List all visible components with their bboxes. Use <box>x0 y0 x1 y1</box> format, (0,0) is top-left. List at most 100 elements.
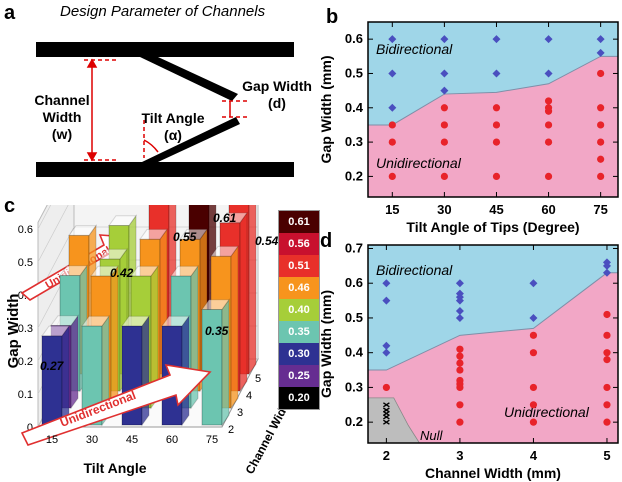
tilt-angle-label-1: Tilt Angle <box>141 110 205 126</box>
data-point-diamond <box>388 35 397 44</box>
bar-top <box>210 245 239 257</box>
data-point-diamond <box>440 35 449 44</box>
z-tick-label: 4 <box>246 390 252 402</box>
data-point-circle <box>603 418 611 426</box>
data-point-diamond <box>382 341 391 350</box>
y-axis-title: Gap Width <box>5 294 22 369</box>
upper-tip <box>140 57 238 101</box>
data-point-x <box>382 419 390 425</box>
data-point-circle <box>492 172 501 181</box>
bar-front <box>41 335 63 426</box>
panel-label-c: c <box>4 195 16 217</box>
region-label-unidirectional: Unidirectional <box>376 155 462 171</box>
x-axis-title: Tilt Angle of Tips (Degree) <box>406 219 579 235</box>
bar-side <box>110 264 119 410</box>
data-point-circle <box>388 138 396 146</box>
data-point-circle <box>456 383 464 392</box>
gap-width-label-2: (d) <box>268 95 286 111</box>
y-tick-label: 0.1 <box>18 389 33 401</box>
z-tick-label: 5 <box>255 373 261 385</box>
legend-entry: 0.25 <box>279 365 319 387</box>
bar-side <box>221 298 230 427</box>
region-label-bidirectional: Bidirectional <box>376 262 453 278</box>
data-point-circle <box>603 401 611 409</box>
data-point-diamond <box>440 69 449 78</box>
data-point-circle <box>597 69 605 78</box>
lower-tip <box>142 117 240 162</box>
y-tick-label: 0.4 <box>345 345 364 360</box>
bar-top <box>161 315 190 327</box>
data-point-circle <box>544 172 553 181</box>
data-point-diamond <box>388 69 397 78</box>
channel-width-label-3: (w) <box>51 126 73 142</box>
chart-b: Bidirectional Unidirectional 15 30 45 60 75 0.2… <box>318 21 619 235</box>
y-axis-title: Gap Width (mm) <box>318 56 334 164</box>
data-point-circle <box>597 121 605 129</box>
bar-side <box>239 211 248 393</box>
arrow-front <box>20 363 212 446</box>
x-tick-label: 5 <box>603 448 610 463</box>
data-point-circle <box>544 138 553 146</box>
y-tick-label: 0.2 <box>18 356 33 368</box>
data-point-circle <box>440 138 448 146</box>
data-point-x <box>382 402 390 408</box>
channel-width-label-2: Width <box>42 109 82 125</box>
bar-side <box>230 244 239 410</box>
bar-top <box>108 215 137 226</box>
data-point-circle <box>388 121 396 129</box>
data-point-circle <box>603 331 611 339</box>
bar-side <box>248 205 257 376</box>
bar-side <box>61 324 70 427</box>
data-point-circle <box>440 172 448 181</box>
data-point-circle <box>597 172 605 181</box>
legend-entry: 0.61 <box>279 211 319 233</box>
data-point-diamond <box>529 313 538 322</box>
data-point-diamond <box>492 69 501 78</box>
value-label: 0.61 <box>213 211 237 225</box>
data-point-x <box>382 414 390 420</box>
data-point-diamond <box>388 103 397 112</box>
data-point-diamond <box>440 86 449 95</box>
y-tick-label: 0.3 <box>18 323 33 335</box>
data-point-diamond <box>596 48 605 57</box>
legend-entry: 0.56 <box>279 233 319 255</box>
region-unidirectional <box>368 56 618 198</box>
x-tick-label: 75 <box>593 202 607 217</box>
y-tick-label: 0.2 <box>345 168 363 183</box>
data-point-circle <box>544 97 553 105</box>
x-tick-label: 4 <box>530 448 538 463</box>
data-point-circle <box>456 418 464 426</box>
x-tick-label: 15 <box>46 434 58 446</box>
y-tick-label: 0.2 <box>345 414 363 429</box>
data-point-circle <box>529 383 538 392</box>
data-point-circle <box>456 401 464 409</box>
x-tick-label: 2 <box>383 448 390 463</box>
data-point-circle <box>456 366 464 374</box>
x-tick-label: 60 <box>166 434 178 446</box>
bar-top <box>139 228 168 240</box>
data-point-circle <box>388 172 396 181</box>
z-tick-label: 2 <box>228 424 234 436</box>
bar-side <box>141 314 150 427</box>
data-point-circle <box>440 104 448 112</box>
panel-a-title: Design Parameter of Channels <box>60 3 266 20</box>
data-point-circle <box>492 104 501 112</box>
data-point-circle <box>603 383 611 392</box>
data-point-diamond <box>596 35 605 44</box>
y-tick-label: 0.3 <box>345 134 363 149</box>
y-tick-label: 0.3 <box>345 379 363 394</box>
bottom-wall <box>36 162 294 177</box>
panel-label-b: b <box>326 6 339 28</box>
bar-top <box>121 315 150 327</box>
bar-top <box>170 265 199 277</box>
data-point-circle <box>544 107 553 115</box>
data-point-circle <box>529 331 538 339</box>
region-label-unidirectional: Unidirectional <box>504 404 590 420</box>
data-point-diamond <box>382 348 391 357</box>
data-point-diamond <box>544 69 553 78</box>
bar-top <box>59 265 88 276</box>
data-point-circle <box>597 155 605 163</box>
data-point-circle <box>597 138 605 146</box>
value-label: 0.27 <box>40 359 65 373</box>
data-point-circle <box>529 418 538 426</box>
